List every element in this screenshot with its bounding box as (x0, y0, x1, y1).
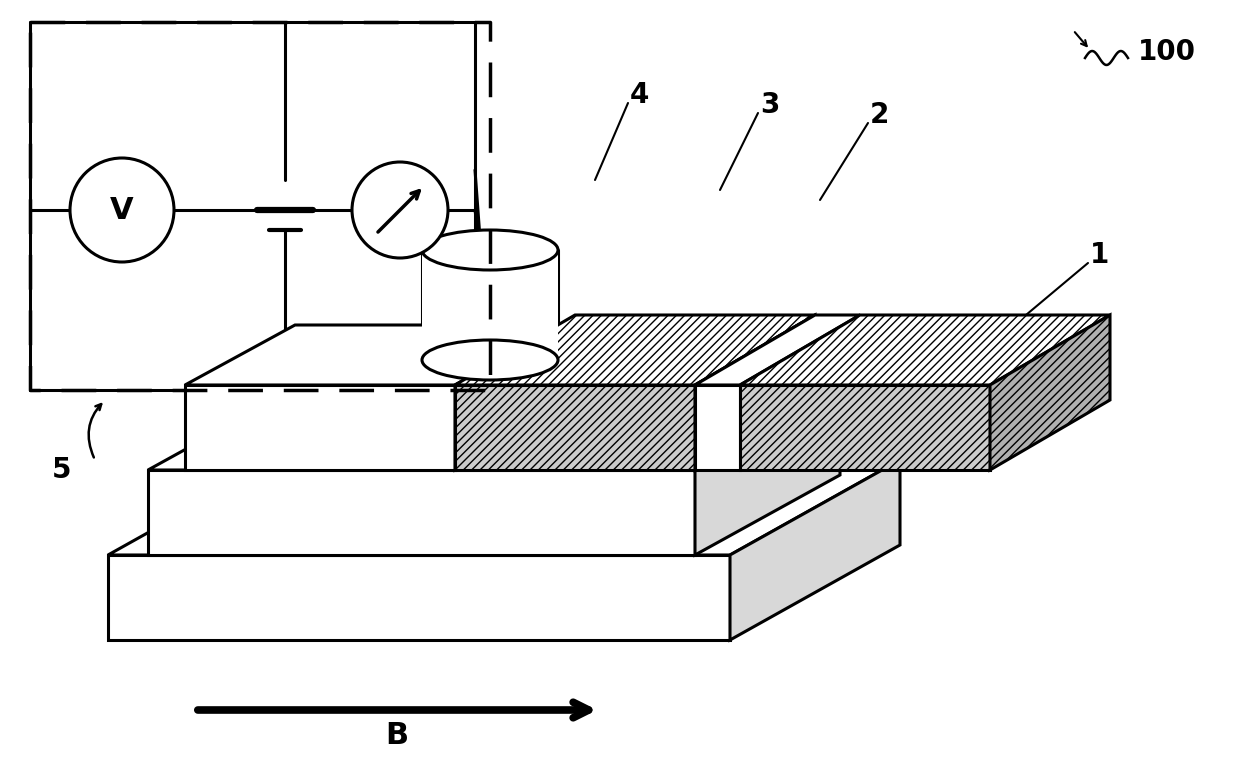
Polygon shape (455, 325, 565, 470)
Polygon shape (455, 385, 694, 470)
Text: 1: 1 (1090, 241, 1110, 269)
Circle shape (352, 162, 448, 258)
Polygon shape (148, 390, 839, 470)
Text: 100: 100 (1138, 38, 1197, 66)
Text: V: V (110, 195, 134, 224)
Polygon shape (740, 315, 1110, 385)
Text: B: B (386, 721, 408, 749)
Polygon shape (148, 470, 694, 555)
Ellipse shape (422, 230, 558, 270)
Text: 3: 3 (760, 91, 780, 119)
Polygon shape (730, 460, 900, 640)
Polygon shape (694, 315, 861, 385)
Text: 2: 2 (870, 101, 889, 129)
Polygon shape (990, 315, 1110, 470)
Polygon shape (694, 390, 839, 555)
Polygon shape (422, 250, 558, 360)
Polygon shape (108, 555, 730, 640)
Polygon shape (108, 460, 900, 555)
Text: 4: 4 (630, 81, 650, 109)
Ellipse shape (422, 340, 558, 380)
Polygon shape (740, 385, 990, 470)
Polygon shape (694, 315, 815, 470)
Polygon shape (694, 385, 740, 470)
Text: 5: 5 (52, 456, 72, 484)
Polygon shape (455, 315, 815, 385)
Circle shape (69, 158, 174, 262)
Polygon shape (185, 325, 565, 385)
Polygon shape (185, 385, 455, 470)
